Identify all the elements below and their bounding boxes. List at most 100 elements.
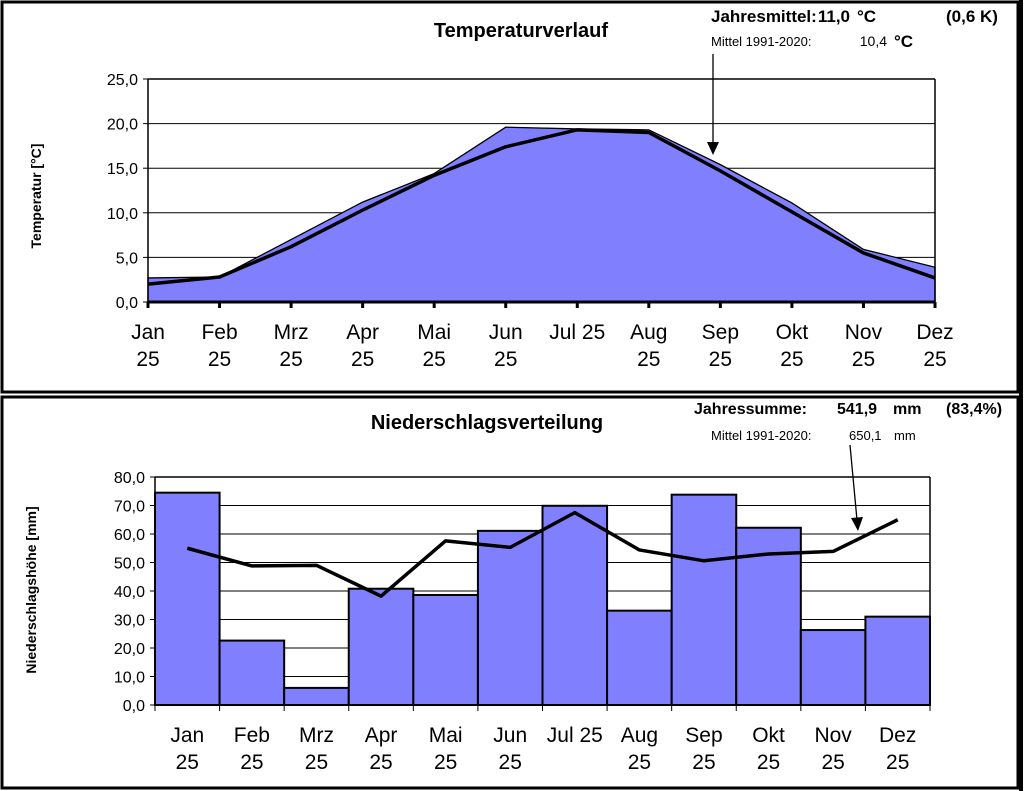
precipitation-bar xyxy=(412,593,479,706)
x-tick-label: Sep xyxy=(685,724,722,747)
reference-mean-value: 10,4 xyxy=(860,33,887,49)
x-tick-label-year: 25 xyxy=(369,751,392,774)
temperature-ylabel: Temperatur [°C] xyxy=(28,144,44,249)
x-tick-label: Okt xyxy=(776,321,809,344)
temperature-plot: 0,0 5,0 10,0 15,0 20,0 25,0 Jan 25 Feb 25 Mrz 25 Apr… xyxy=(107,72,954,371)
x-tick-label: Mai xyxy=(417,321,451,344)
y-tick-label: 0,0 xyxy=(116,295,138,312)
x-tick-label-year: 25 xyxy=(351,348,374,371)
x-tick-label: Sep xyxy=(702,321,739,344)
annual-mean-unit: °C xyxy=(857,7,876,26)
precipitation-title: Niederschlagsverteilung xyxy=(371,412,603,434)
reference-mean-unit: °C xyxy=(894,32,913,51)
y-tick-label: 50,0 xyxy=(114,556,145,573)
precipitation-bar xyxy=(670,493,738,707)
x-tick-label-year: 25 xyxy=(886,751,909,774)
temperature-title: Temperaturverlauf xyxy=(434,20,608,42)
annotation-arrow-line xyxy=(849,444,858,521)
x-tick-label-year: 25 xyxy=(279,348,302,371)
x-tick-label-year: 25 xyxy=(628,751,651,774)
x-tick-label: Feb xyxy=(201,321,237,344)
x-tick-label: Nov xyxy=(845,321,883,344)
reference-mean-label: Mittel 1991-2020: xyxy=(711,34,811,49)
precipitation-ylabel: Niederschlagshöhe [mm] xyxy=(23,506,39,673)
x-tick-label-year: 25 xyxy=(821,751,844,774)
annual-mean-value: 11,0 xyxy=(818,7,850,26)
y-tick-label: 30,0 xyxy=(114,613,145,630)
precipitation-bar xyxy=(347,587,415,706)
precipitation-bar xyxy=(476,529,544,706)
x-tick-label: Apr xyxy=(365,724,398,747)
x-tick-label-year: 25 xyxy=(499,751,522,774)
x-tick-label: Feb xyxy=(234,724,270,747)
y-tick-label: 10,0 xyxy=(107,206,138,223)
y-tick-label: 25,0 xyxy=(107,72,138,89)
x-tick-label: Okt xyxy=(752,724,785,747)
x-tick-label-year: 25 xyxy=(494,348,517,371)
x-tick-label-year: 25 xyxy=(423,348,446,371)
x-tick-label-year: 25 xyxy=(136,348,159,371)
x-tick-label: Jan xyxy=(131,321,165,344)
x-tick-label: Mrz xyxy=(299,724,334,747)
x-tick-label: Nov xyxy=(814,724,852,747)
x-tick-label: Jul 25 xyxy=(547,724,603,747)
precipitation-bar xyxy=(606,609,673,706)
x-tick-label-year: 25 xyxy=(709,348,732,371)
x-tick-label-year: 25 xyxy=(434,751,457,774)
precipitation-plot: 0,0 10,0 20,0 30,0 40,0 50,0 60,0 70,0 80,0 Jan 25… xyxy=(114,470,932,774)
x-tick-label: Dez xyxy=(879,724,916,747)
y-tick-label: 15,0 xyxy=(107,161,138,178)
x-tick-label-year: 25 xyxy=(176,751,199,774)
x-tick-label-year: 25 xyxy=(637,348,660,371)
x-tick-label: Aug xyxy=(630,321,667,344)
reference-sum-unit: mm xyxy=(894,428,916,443)
x-tick-label-year: 25 xyxy=(305,751,328,774)
y-tick-label: 5,0 xyxy=(116,250,138,267)
x-tick-label-year: 25 xyxy=(923,348,946,371)
y-tick-label: 20,0 xyxy=(107,117,138,134)
y-tick-label: 10,0 xyxy=(114,670,145,687)
y-tick-label: 60,0 xyxy=(114,527,145,544)
y-tick-label: 70,0 xyxy=(114,499,145,516)
temperature-panel-frame xyxy=(0,0,1020,394)
annual-mean-label: Jahresmittel: xyxy=(711,7,817,26)
annual-sum-value: 541,9 xyxy=(837,401,877,418)
precipitation-bar xyxy=(154,491,221,706)
reference-sum-value: 650,1 xyxy=(849,428,882,443)
precipitation-bar xyxy=(283,686,350,707)
x-tick-label-year: 25 xyxy=(208,348,231,371)
x-tick-label-year: 25 xyxy=(780,348,803,371)
x-tick-label: Jun xyxy=(493,724,527,747)
precipitation-bar xyxy=(864,615,932,707)
mean-line-1991-2020 xyxy=(186,510,899,598)
x-tick-label-year: 25 xyxy=(240,751,263,774)
annual-sum-unit: mm xyxy=(893,401,921,418)
annual-sum-label: Jahressumme: xyxy=(694,401,807,418)
x-tick-label: Jul 25 xyxy=(549,321,605,344)
y-tick-label: 80,0 xyxy=(114,470,145,487)
area-series-2025 xyxy=(147,126,936,303)
y-tick-label: 40,0 xyxy=(114,584,145,601)
x-tick-label-year: 25 xyxy=(757,751,780,774)
annual-sum-delta: (83,4%) xyxy=(946,401,1002,418)
y-tick-label: 0,0 xyxy=(123,698,145,715)
annotation-arrow-head xyxy=(851,517,863,531)
reference-sum-label: Mittel 1991-2020: xyxy=(711,428,811,443)
precipitation-panel-frame xyxy=(0,395,1020,790)
x-tick-label: Dez xyxy=(916,321,953,344)
x-tick-label: Jan xyxy=(170,724,204,747)
x-tick-label: Mrz xyxy=(274,321,309,344)
annotation-arrow-head xyxy=(707,142,719,155)
x-tick-label-year: 25 xyxy=(692,751,715,774)
x-tick-label: Mai xyxy=(429,724,463,747)
precipitation-bar xyxy=(799,629,867,706)
mean-line-1991-2020 xyxy=(147,128,936,286)
precipitation-bar xyxy=(218,639,286,707)
x-tick-label: Jun xyxy=(489,321,523,344)
x-tick-label-year: 25 xyxy=(852,348,875,371)
precipitation-bar xyxy=(541,504,609,706)
y-tick-label: 20,0 xyxy=(114,641,145,658)
x-tick-label: Aug xyxy=(621,724,658,747)
annual-mean-delta: (0,6 K) xyxy=(946,7,998,26)
